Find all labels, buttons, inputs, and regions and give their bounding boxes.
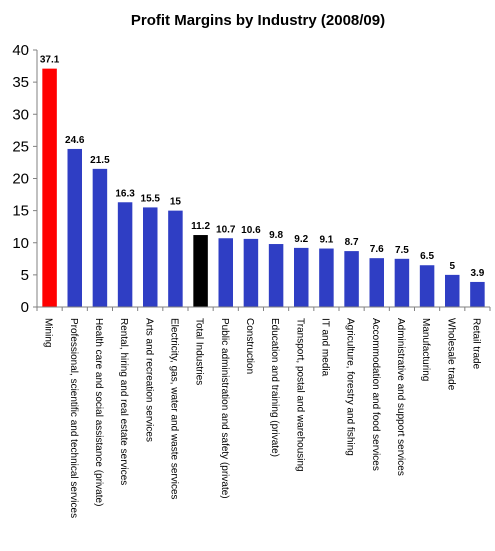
x-tick-label: Transport, postal and warehousing [294, 318, 305, 472]
data-label: 15.5 [141, 193, 161, 204]
data-label: 16.3 [115, 188, 135, 199]
y-tick-label: 40 [12, 42, 29, 59]
bar [294, 247, 309, 307]
axes [36, 50, 491, 311]
data-labels: 37.1 24.6 21.5 16.3 15.5 15 11.2 10.7 10.6 9.8 9.2… [40, 55, 485, 279]
bar [445, 274, 460, 307]
x-tick-label: Retail trade [470, 318, 481, 370]
data-label: 7.5 [395, 245, 409, 256]
data-label: 3.9 [470, 268, 484, 279]
bars [42, 68, 485, 307]
bar [319, 248, 334, 307]
bar [67, 148, 82, 307]
data-label: 9.8 [269, 230, 283, 241]
x-tick-label: Arts and recreation services [143, 318, 154, 442]
x-tick-label: Accommodation and food services [370, 318, 381, 471]
x-tick-label: Public administration and safety (privat… [219, 318, 230, 499]
bar [394, 258, 410, 307]
bar [117, 202, 133, 307]
x-tick-label: Construction [244, 318, 255, 374]
x-tick-label: Total Industries [194, 318, 205, 385]
y-tick-label: 10 [12, 235, 29, 252]
data-label: 10.6 [241, 225, 261, 236]
x-tick-label: Education and training (private) [269, 318, 280, 457]
bar [268, 244, 284, 307]
bar [42, 68, 57, 307]
x-tick-label: Health care and social assistance (priva… [93, 318, 104, 506]
bar [168, 210, 183, 307]
x-tick-label: IT and media [319, 318, 330, 377]
y-tick-label: 35 [12, 74, 29, 91]
y-tick-label: 5 [21, 267, 29, 284]
data-label: 7.6 [370, 244, 384, 255]
y-axis-ticks: 0 5 10 15 20 25 30 35 40 [12, 42, 37, 316]
x-tick-label: Rental, hiring and real estate services [118, 318, 129, 485]
data-label: 11.2 [191, 221, 210, 232]
bar [419, 265, 435, 307]
x-tick-label: Manufacturing [420, 318, 431, 381]
x-axis-labels: Mining Professional, scientific and techn… [43, 318, 482, 518]
bar [143, 207, 158, 307]
bar [193, 235, 208, 307]
x-tick-label: Mining [43, 318, 54, 347]
data-label: 8.7 [345, 237, 359, 248]
y-tick-label: 0 [21, 299, 29, 316]
data-label: 15 [170, 197, 182, 208]
data-label: 9.1 [319, 235, 333, 246]
chart-title: Profit Margins by Industry (2008/09) [131, 12, 385, 29]
data-label: 9.2 [294, 234, 308, 245]
bar [369, 258, 384, 307]
bar [344, 251, 359, 307]
bar [470, 281, 485, 307]
data-label: 21.5 [90, 155, 110, 166]
bar [92, 168, 108, 307]
y-tick-label: 15 [12, 203, 29, 220]
x-tick-label: Administrative and support services [395, 318, 406, 476]
x-tick-label: Wholesale trade [445, 318, 456, 391]
y-tick-label: 30 [12, 106, 29, 123]
x-tick-label: Electricity, gas, water and waste servic… [168, 318, 179, 500]
bar [218, 238, 233, 307]
y-tick-label: 25 [12, 138, 29, 155]
data-label: 24.6 [65, 135, 85, 146]
data-label: 6.5 [420, 251, 434, 262]
data-label: 10.7 [216, 224, 236, 235]
data-label: 37.1 [40, 55, 60, 66]
bar [243, 238, 259, 307]
x-tick-label: Professional, scientific and technical s… [68, 318, 79, 518]
data-label: 5 [449, 261, 455, 272]
y-tick-label: 20 [12, 171, 29, 188]
x-tick-label: Agriculture, forestry and fishing [345, 318, 356, 456]
